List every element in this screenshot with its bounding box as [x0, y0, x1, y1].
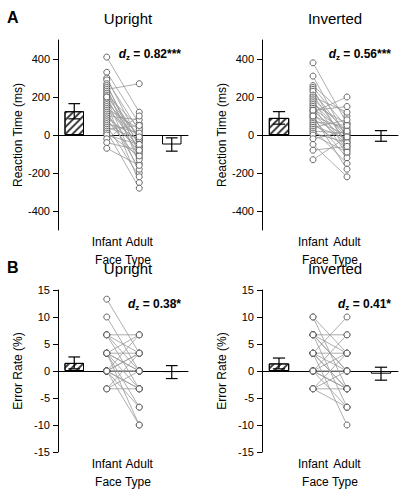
svg-text:Infant: Infant — [92, 235, 123, 249]
svg-text:Adult: Adult — [333, 457, 361, 471]
svg-text:Upright: Upright — [104, 260, 153, 277]
svg-text:-400: -400 — [28, 205, 50, 217]
svg-text:0: 0 — [248, 129, 254, 141]
svg-text:-5: -5 — [40, 392, 50, 404]
svg-text:Upright: Upright — [104, 10, 153, 27]
svg-text:Face Type: Face Type — [95, 475, 151, 489]
html-text:dz: dz — [118, 47, 130, 62]
svg-text:5: 5 — [248, 338, 254, 350]
svg-text:Infant: Infant — [92, 457, 123, 471]
svg-text:Adult: Adult — [126, 235, 154, 249]
svg-text:5: 5 — [44, 338, 50, 350]
svg-text:= 0.38*: = 0.38* — [139, 297, 181, 311]
svg-text:A: A — [7, 9, 19, 26]
svg-text:Infant: Infant — [298, 457, 329, 471]
svg-text:-400: -400 — [232, 205, 254, 217]
svg-text:-200: -200 — [232, 167, 254, 179]
svg-text:B: B — [7, 259, 19, 276]
html-text:dz: dz — [328, 47, 340, 62]
svg-text:200: 200 — [236, 91, 254, 103]
html-text:dz: dz — [338, 297, 350, 312]
svg-text:0: 0 — [248, 365, 254, 377]
svg-text:-5: -5 — [244, 392, 254, 404]
html-text:dz: dz — [128, 297, 140, 312]
svg-text:Face Type: Face Type — [302, 475, 358, 489]
svg-text:0: 0 — [44, 129, 50, 141]
svg-text:10: 10 — [242, 311, 254, 323]
svg-text:= 0.56***: = 0.56*** — [340, 47, 391, 61]
svg-text:-15: -15 — [34, 446, 50, 458]
svg-text:10: 10 — [38, 311, 50, 323]
svg-text:-10: -10 — [238, 419, 254, 431]
svg-text:= 0.82***: = 0.82*** — [130, 47, 181, 61]
svg-text:Reaction Time (ms): Reaction Time (ms) — [11, 83, 25, 187]
svg-text:Reaction Time (ms): Reaction Time (ms) — [215, 83, 229, 187]
svg-text:200: 200 — [32, 91, 50, 103]
svg-text:Inverted: Inverted — [308, 10, 362, 27]
svg-text:15: 15 — [38, 284, 50, 296]
svg-text:-15: -15 — [238, 446, 254, 458]
svg-text:0: 0 — [44, 365, 50, 377]
svg-text:= 0.41*: = 0.41* — [349, 297, 391, 311]
svg-text:-200: -200 — [28, 167, 50, 179]
svg-text:Adult: Adult — [333, 235, 361, 249]
svg-text:15: 15 — [242, 284, 254, 296]
svg-text:Adult: Adult — [126, 457, 154, 471]
svg-text:Inverted: Inverted — [308, 260, 362, 277]
svg-text:Infant: Infant — [298, 235, 329, 249]
svg-text:400: 400 — [32, 53, 50, 65]
svg-text:400: 400 — [236, 53, 254, 65]
svg-text:Error Rate (%): Error Rate (%) — [215, 332, 229, 409]
svg-text:-10: -10 — [34, 419, 50, 431]
svg-text:Error Rate (%): Error Rate (%) — [11, 332, 25, 409]
